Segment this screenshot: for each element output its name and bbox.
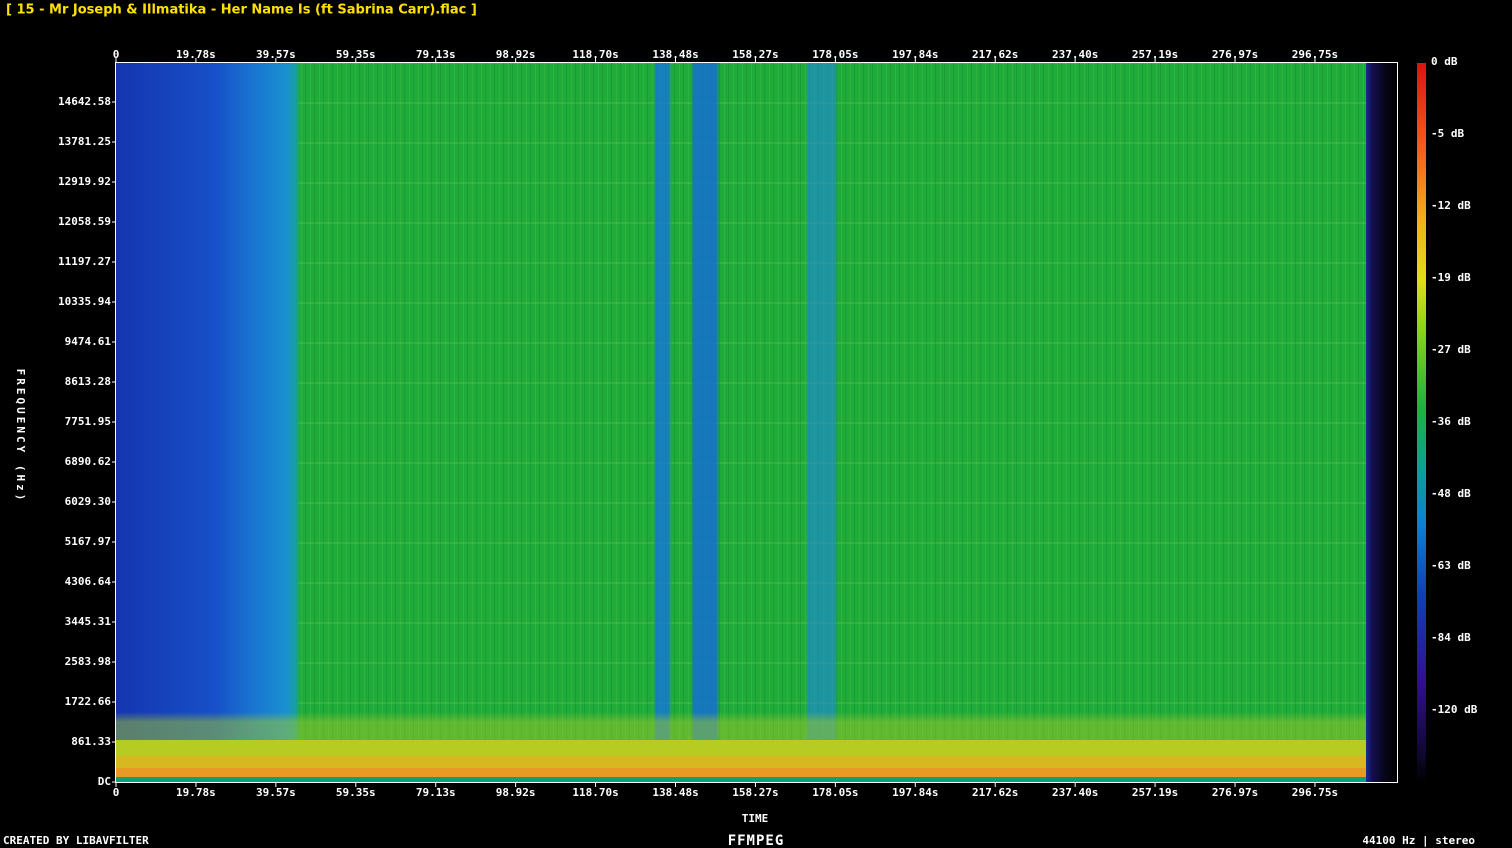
frequency-tick-label: 6890.62 <box>65 455 111 468</box>
time-tick-label: 197.84s <box>892 786 938 799</box>
colorbar-tick-label: -27 dB <box>1431 343 1471 356</box>
frequency-tick-label: 6029.30 <box>65 495 111 508</box>
colorbar-tick-label: -19 dB <box>1431 271 1471 284</box>
time-tick-label: 197.84s <box>892 48 938 61</box>
frequency-tick-label: 4306.64 <box>65 575 112 588</box>
time-tick-label: 296.75s <box>1292 786 1338 799</box>
colorbar-tick-label: -84 dB <box>1431 631 1471 644</box>
spectrogram <box>116 63 1366 782</box>
frequency-tick-label: 10335.94 <box>58 295 111 308</box>
frequency-tick-label: 12919.92 <box>58 175 111 188</box>
time-label: TIME <box>742 812 769 825</box>
time-tick-label: 276.97s <box>1212 786 1258 799</box>
footer-logo: FFMPEG <box>728 833 785 848</box>
colorbar-tick-label: -63 dB <box>1431 559 1471 572</box>
time-tick-label: 98.92s <box>496 48 536 61</box>
time-tick-label: 59.35s <box>336 786 376 799</box>
time-tick-label: 59.35s <box>336 48 376 61</box>
frequency-tick-label: 8613.28 <box>65 375 111 388</box>
time-tick-label: 79.13s <box>416 48 456 61</box>
frequency-tick-label: 14642.58 <box>58 95 111 108</box>
time-tick-label: 178.05s <box>812 48 858 61</box>
frequency-tick-label: 1722.66 <box>65 695 112 708</box>
frequency-tick-label: 3445.31 <box>65 615 112 628</box>
colorbar <box>1417 63 1426 782</box>
footer-right: 44100 Hz | stereo <box>1362 834 1475 847</box>
time-tick-label: 79.13s <box>416 786 456 799</box>
frequency-tick-label: 5167.97 <box>65 535 111 548</box>
time-tick-label: 138.48s <box>652 786 698 799</box>
time-tick-label: 178.05s <box>812 786 858 799</box>
frequency-tick-label: 7751.95 <box>65 415 111 428</box>
time-tick-label: 0 <box>113 786 120 799</box>
frequency-tick-label: 11197.27 <box>58 255 111 268</box>
frequency-tick-label: DC <box>98 775 111 788</box>
time-tick-label: 217.62s <box>972 786 1018 799</box>
frequency-tick-label: 13781.25 <box>58 135 111 148</box>
time-tick-label: 257.19s <box>1132 786 1178 799</box>
time-tick-label: 39.57s <box>256 48 296 61</box>
time-tick-label: 158.27s <box>732 786 778 799</box>
title: [ 15 - Mr Joseph & Illmatika - Her Name … <box>6 3 477 18</box>
colorbar-tick-label: -5 dB <box>1431 127 1464 140</box>
colorbar-tick-label: 0 dB <box>1431 55 1458 68</box>
frequency-tick-label: 2583.98 <box>65 655 111 668</box>
frequency-label: FREQUENCY (Hz) <box>14 369 27 504</box>
time-tick-label: 138.48s <box>652 48 698 61</box>
frequency-tick-label: 12058.59 <box>58 215 111 228</box>
time-tick-label: 158.27s <box>732 48 778 61</box>
time-tick-label: 237.40s <box>1052 786 1098 799</box>
colorbar-tick-label: -36 dB <box>1431 415 1471 428</box>
colorbar-tick-label: -12 dB <box>1431 199 1471 212</box>
time-tick-label: 296.75s <box>1292 48 1338 61</box>
time-tick-label: 257.19s <box>1132 48 1178 61</box>
colorbar-tick-label: -48 dB <box>1431 487 1471 500</box>
time-tick-label: 118.70s <box>572 48 618 61</box>
time-tick-label: 19.78s <box>176 48 216 61</box>
plot-frame <box>115 62 1398 783</box>
footer-left: CREATED BY LIBAVFILTER <box>3 834 149 847</box>
time-tick-label: 39.57s <box>256 786 296 799</box>
time-tick-label: 118.70s <box>572 786 618 799</box>
time-tick-label: 19.78s <box>176 786 216 799</box>
time-tick-label: 276.97s <box>1212 48 1258 61</box>
time-tick-label: 0 <box>113 48 120 61</box>
spectrogram-tail <box>1366 63 1397 782</box>
frequency-tick-label: 861.33 <box>71 735 111 748</box>
frequency-tick-label: 9474.61 <box>65 335 112 348</box>
colorbar-tick-label: -120 dB <box>1431 703 1478 716</box>
time-tick-label: 98.92s <box>496 786 536 799</box>
time-tick-label: 217.62s <box>972 48 1018 61</box>
time-tick-label: 237.40s <box>1052 48 1098 61</box>
